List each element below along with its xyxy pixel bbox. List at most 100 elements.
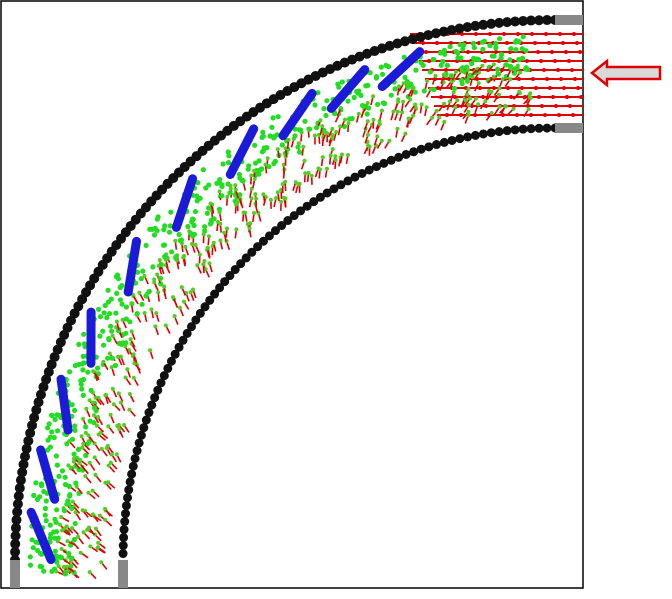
inlet-particle [481,95,485,99]
particle-green [336,84,342,90]
particle-green [80,367,86,373]
particle-green [358,92,364,98]
inlet-particle [494,50,498,54]
particle-head [217,189,222,194]
particle-head [172,314,177,319]
particle-head [193,242,198,247]
particle-head [303,171,308,176]
particle-head [395,126,400,131]
particle-green [472,56,478,63]
inlet-particle [568,104,572,108]
particle-head [274,196,278,201]
particle-head [365,132,370,137]
particle-green [100,328,106,334]
particle-green [259,166,265,172]
particle-head [424,105,429,110]
particle-green [54,462,60,468]
particle-head [103,393,108,398]
particle-green [39,551,45,557]
inlet-particle [520,86,524,90]
particle-head [103,506,107,511]
particle-head [296,141,301,146]
particle-head [410,86,415,91]
particle-head [195,263,200,268]
inlet-particle [466,50,470,54]
particle-head [500,77,505,82]
particle-head [115,423,120,428]
particle-green [507,57,513,63]
particle-head [181,255,186,260]
particle-head [474,96,479,101]
particle-head [207,234,211,239]
inlet-particle [483,59,487,63]
particle-green [76,341,82,347]
particle-head [325,166,329,171]
inlet-particle [540,104,544,108]
particle-head [338,105,343,110]
particle-green [176,231,182,238]
particle-head [86,433,91,438]
particle-green [202,228,208,234]
particle-head [466,109,471,114]
particle-head [517,89,522,94]
inlet-particle [542,68,546,72]
particle-green [54,507,60,513]
particle-head [132,361,137,366]
particle-head [153,324,158,329]
particle-green [364,111,370,117]
particle-head [283,196,288,201]
particle-green [52,548,58,554]
particle-head [106,463,111,468]
baffle [278,88,317,141]
inlet-particle [570,68,574,72]
particle-green [447,44,453,50]
particle-green [72,520,78,527]
particle-green [49,413,55,419]
particle-green [117,297,124,303]
particle-head [301,144,306,149]
particle-green [448,73,455,79]
particle-green [113,310,119,316]
particle-head [252,168,257,173]
particle-green [240,178,246,184]
particle-green [91,420,97,426]
inlet-particle [427,59,431,63]
particle-head [76,534,80,539]
particle-head [54,569,59,574]
particle-head [466,67,471,72]
particle-green [117,284,123,290]
particle-head [72,456,76,461]
particle-green [459,77,465,83]
particle-green [455,55,461,61]
particle-green [323,112,329,119]
particle-green [256,158,262,164]
particle-green [72,423,78,429]
particle-head [152,280,157,285]
inlet-particle [516,32,520,36]
inlet-particle [571,113,575,117]
particle-head [346,153,350,157]
particle-green [380,71,386,77]
particle-green [195,180,201,186]
particle-green [481,38,487,44]
particle-green [260,133,266,139]
particle-head [252,177,257,181]
particle-head [476,102,481,107]
particle-green [61,508,68,514]
particle-head [491,74,496,79]
particle-head [163,257,168,262]
particle-green [73,480,79,486]
inlet-particle [557,113,561,117]
particle-green [431,87,437,93]
particle-head [233,183,238,188]
particle-head [108,412,113,417]
inlet-particle [453,95,457,99]
particle-green [279,142,285,148]
particle-head [70,526,75,531]
particle-head [483,99,488,104]
particle-head [333,154,338,159]
particle-green [81,331,87,337]
particle-head [96,540,101,545]
particle-head [92,455,97,460]
particle-green [401,54,407,60]
